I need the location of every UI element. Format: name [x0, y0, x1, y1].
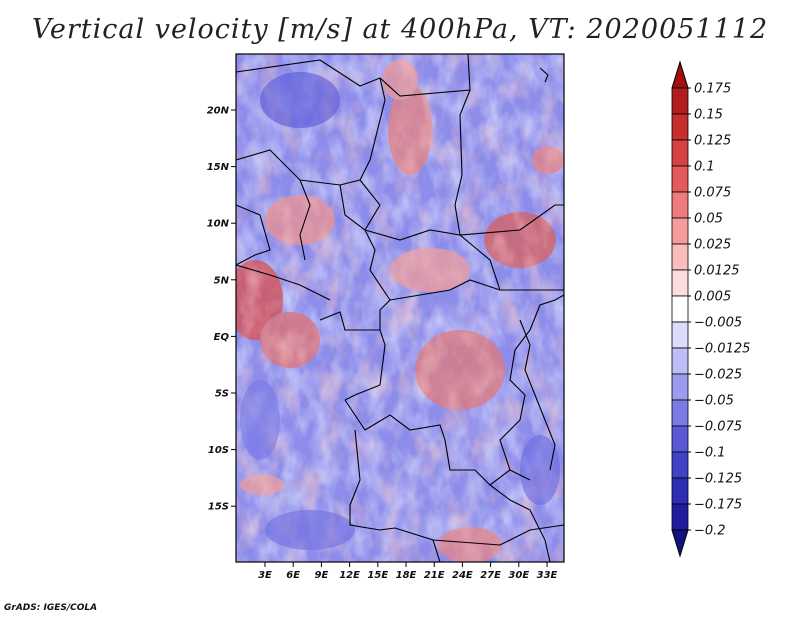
lon-tick-label: 27E: [480, 570, 501, 581]
lon-tick-label: 3E: [258, 570, 272, 581]
lat-tick-label: 5N: [214, 275, 230, 286]
lon-tick-label: 24E: [452, 570, 473, 581]
colorbar-segment: [671, 373, 689, 401]
colorbar-segment: [671, 321, 689, 349]
colorbar-segment: [671, 451, 689, 479]
lon-tick-label: 12E: [339, 570, 360, 581]
colorbar-segment: [671, 243, 689, 271]
colorbar-label: 0.05: [694, 212, 723, 227]
lat-tick-label: 10S: [208, 445, 229, 456]
lon-tick-label: 30E: [508, 570, 529, 581]
lat-tick-label: 5S: [215, 389, 229, 400]
lat-tick-label: 10N: [207, 219, 230, 230]
latitude-axis: 20N 15N 10N 5N EQ 5S 10S 15S: [207, 106, 236, 513]
colorbar-label: −0.125: [694, 472, 742, 487]
colorbar-segment: [671, 503, 689, 531]
colorbar-segment: [671, 191, 689, 219]
lon-tick-label: 21E: [424, 570, 445, 581]
lat-tick-label: 20N: [207, 106, 230, 117]
colorbar: 0.175 0.15 0.125 0.1 0.075 0.05 0.025 0.0125 0.0…: [671, 60, 750, 558]
colorbar-label: −0.1: [694, 446, 726, 461]
lon-tick-label: 9E: [315, 570, 329, 581]
colorbar-segment: [671, 87, 689, 115]
grads-credit: GrADS: IGES/COLA: [4, 603, 98, 613]
lat-tick-label: EQ: [214, 332, 230, 343]
colorbar-segment: [671, 477, 689, 505]
colorbar-label: 0.15: [694, 108, 723, 123]
lon-tick-label: 18E: [396, 570, 417, 581]
colorbar-label: −0.05: [694, 394, 734, 409]
colorbar-segment: [671, 139, 689, 167]
map-frame: [235, 53, 565, 563]
colorbar-segment: [671, 113, 689, 141]
colorbar-segment: [671, 217, 689, 245]
colorbar-segment: [671, 295, 689, 323]
lon-tick-label: 15E: [367, 570, 388, 581]
lon-tick-label: 33E: [537, 570, 558, 581]
colorbar-label: −0.2: [694, 524, 726, 539]
colorbar-label: 0.075: [694, 186, 731, 201]
colorbar-label: 0.005: [694, 290, 731, 305]
colorbar-top-arrow: [671, 60, 689, 89]
longitude-axis: 3E 6E 9E 12E 15E 18E 21E 24E 27E 30E 33E: [258, 562, 558, 581]
colorbar-segment: [671, 347, 689, 375]
colorbar-label: −0.075: [694, 420, 742, 435]
colorbar-label: 0.0125: [694, 264, 740, 279]
country-borders: [236, 54, 564, 562]
colorbar-label: −0.025: [694, 368, 742, 383]
lat-tick-label: 15N: [207, 162, 230, 173]
colorbar-label: −0.175: [694, 498, 742, 513]
colorbar-label: 0.125: [694, 134, 731, 149]
colorbar-segment: [671, 269, 689, 297]
colorbar-label: 0.175: [694, 82, 731, 97]
colorbar-segment: [671, 425, 689, 453]
colorbar-label: −0.0125: [694, 342, 750, 357]
colorbar-bottom-arrow: [671, 529, 689, 558]
colorbar-label: 0.025: [694, 238, 731, 253]
chart-title: Vertical velocity [m/s] at 400hPa, VT: 2…: [31, 14, 769, 45]
lon-tick-label: 6E: [286, 570, 300, 581]
colorbar-label: 0.1: [694, 160, 715, 175]
vertical-velocity-field: [236, 54, 564, 562]
colorbar-label: −0.005: [694, 316, 742, 331]
lat-tick-label: 15S: [208, 502, 229, 513]
colorbar-segment: [671, 399, 689, 427]
colorbar-segment: [671, 165, 689, 193]
negative-velocity-areas: [240, 72, 560, 550]
